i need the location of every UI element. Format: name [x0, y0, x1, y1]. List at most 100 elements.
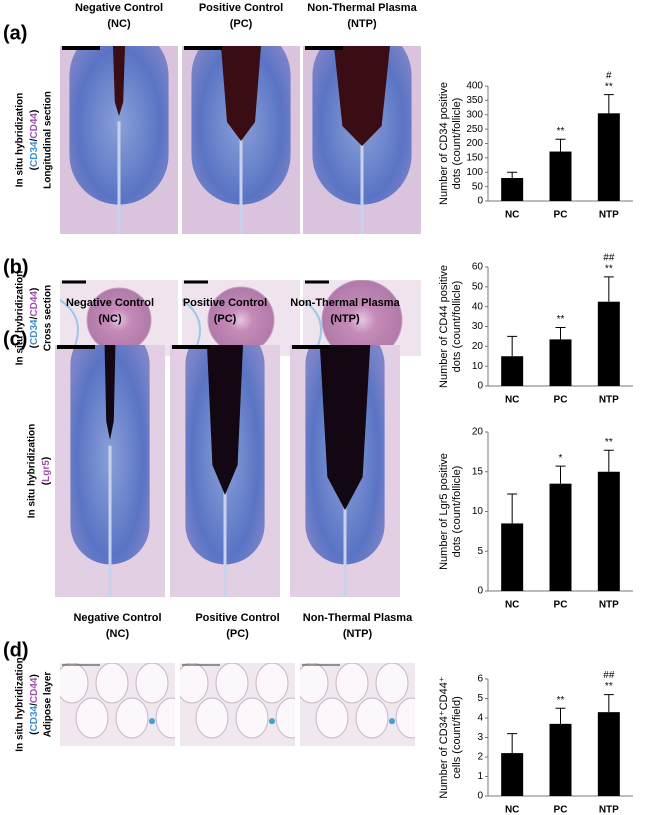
- error-bar: [603, 449, 614, 472]
- y-axis-label: dots (count/follicle): [451, 281, 463, 373]
- bar: [501, 178, 524, 201]
- y-tick-label: 5: [477, 693, 483, 704]
- stain: [207, 345, 243, 495]
- row-label-part: CD34: [29, 141, 40, 167]
- y-tick-label: 200: [466, 138, 483, 149]
- column-header: Positive Control: [183, 297, 267, 309]
- significance: *: [559, 453, 563, 464]
- row-label: In situ hybridization: [15, 93, 26, 187]
- y-tick-label: 15: [472, 466, 484, 477]
- y-axis-label: cells (count/field): [451, 696, 463, 779]
- row-label: (CD34/CD44): [29, 110, 40, 171]
- bar: [501, 356, 524, 386]
- y-tick-label: 20: [472, 427, 484, 438]
- micrograph: [290, 345, 400, 597]
- y-axis-label: Number of Lgr5 positive: [438, 453, 450, 570]
- y-axis-label: dots (count/follicle): [451, 466, 463, 558]
- stain-dot: [149, 718, 155, 725]
- row-label-part: (: [41, 481, 52, 485]
- column-header: Non-Thermal Plasma: [290, 297, 400, 309]
- bar: [597, 301, 620, 386]
- column-header: (PC): [214, 313, 237, 325]
- row-label-part: CD44: [29, 113, 40, 139]
- y-tick-label: 2: [477, 752, 483, 763]
- y-tick-label: 300: [466, 109, 483, 120]
- follicle: [321, 280, 403, 356]
- significance: **: [605, 681, 613, 692]
- significance: **: [605, 81, 613, 92]
- adipocyte: [255, 663, 289, 704]
- micrograph: [60, 46, 178, 234]
- adipocyte: [215, 663, 249, 704]
- panel-label: (b): [3, 256, 29, 278]
- bar: [597, 712, 620, 796]
- row-label-part: CD44: [29, 291, 40, 317]
- y-axis-label: Number of CD44 positive: [438, 265, 450, 388]
- adipocyte: [315, 697, 349, 739]
- stain: [319, 345, 371, 510]
- y-tick-label: 0: [477, 791, 483, 802]
- y-axis-label: dots (count/follicle): [451, 98, 463, 190]
- adipocyte: [155, 697, 175, 739]
- x-tick-label: NC: [505, 600, 519, 611]
- y-tick-label: 10: [472, 506, 484, 517]
- row-label: Cross section: [43, 285, 54, 351]
- bar: [549, 151, 572, 201]
- row-label-part: ): [29, 110, 40, 113]
- row-label-part: /: [29, 316, 40, 319]
- panel-label: (c): [3, 328, 27, 350]
- y-tick-label: 10: [472, 361, 484, 372]
- stain: [334, 46, 390, 146]
- column-header: (NTP): [343, 628, 373, 640]
- error-bar: [603, 94, 614, 114]
- adipocyte: [60, 663, 89, 704]
- y-tick-label: 60: [472, 262, 484, 273]
- adipocyte: [395, 697, 415, 739]
- x-tick-label: NTP: [599, 805, 619, 815]
- bar: [549, 339, 572, 386]
- error-bar: [555, 465, 566, 484]
- significance-vs-pc: ##: [603, 253, 615, 264]
- row-label-part: (: [29, 731, 40, 735]
- row-label: (CD34/CD44): [29, 288, 40, 349]
- adipocyte: [300, 663, 329, 704]
- adipocyte: [235, 697, 269, 739]
- y-tick-label: 6: [477, 674, 483, 685]
- y-tick-label: 0: [477, 586, 483, 597]
- significance: **: [557, 314, 565, 325]
- error-bar: [507, 493, 518, 524]
- adipocyte: [75, 697, 109, 739]
- x-tick-label: NC: [505, 210, 519, 221]
- y-tick-label: 4: [477, 713, 483, 724]
- column-header: (PC): [226, 628, 249, 640]
- error-bar: [555, 326, 566, 340]
- row-label: (CD34/CD44): [29, 674, 40, 735]
- row-label-part: ): [41, 457, 52, 460]
- adipocyte: [180, 663, 209, 704]
- x-tick-label: PC: [554, 395, 568, 406]
- row-label: Adipose layer: [43, 672, 54, 738]
- y-tick-label: 30: [472, 321, 484, 332]
- row-label-part: (: [29, 344, 40, 348]
- column-header: (NTP): [330, 313, 360, 325]
- error-bar: [507, 335, 518, 357]
- row-label: Longitudinal section: [43, 91, 54, 189]
- column-header: Negative Control: [66, 297, 154, 309]
- stain: [221, 46, 261, 141]
- x-tick-label: NC: [505, 395, 519, 406]
- micrograph: [303, 46, 421, 234]
- x-tick-label: NTP: [599, 395, 619, 406]
- y-tick-label: 0: [477, 196, 483, 207]
- y-tick-label: 40: [472, 301, 484, 312]
- x-tick-label: PC: [554, 600, 568, 611]
- micrograph: [182, 46, 300, 234]
- y-tick-label: 250: [466, 124, 483, 135]
- x-tick-label: PC: [554, 210, 568, 221]
- y-tick-label: 50: [472, 181, 484, 192]
- adipocyte: [335, 663, 369, 704]
- column-header: (NC): [106, 628, 130, 640]
- bar: [549, 723, 572, 796]
- column-header: Positive Control: [195, 612, 279, 624]
- stain: [104, 345, 116, 440]
